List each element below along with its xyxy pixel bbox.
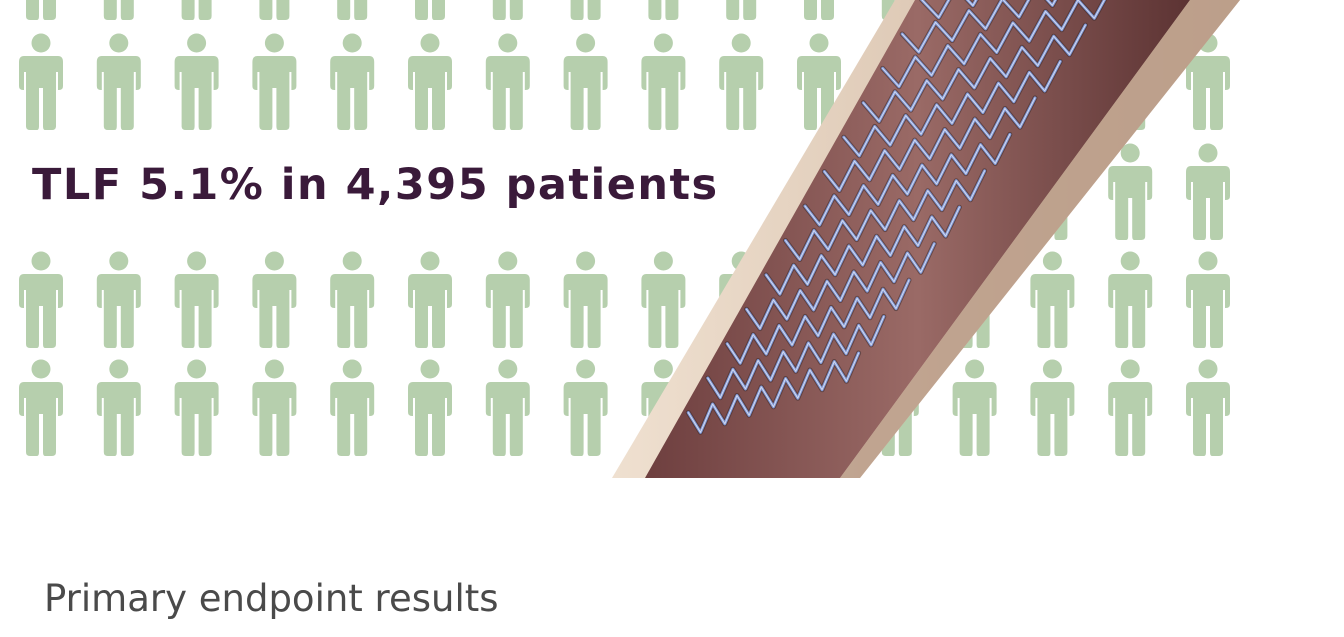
headline: TLF 5.1% in 4,395 patients bbox=[32, 160, 719, 210]
stent-in-vessel-icon bbox=[612, 0, 1240, 478]
patient-figure-field: TLF 5.1% in 4,395 patients bbox=[19, 0, 1240, 478]
section-title: Primary endpoint results bbox=[44, 577, 499, 620]
vessel-lumen bbox=[645, 0, 1190, 478]
